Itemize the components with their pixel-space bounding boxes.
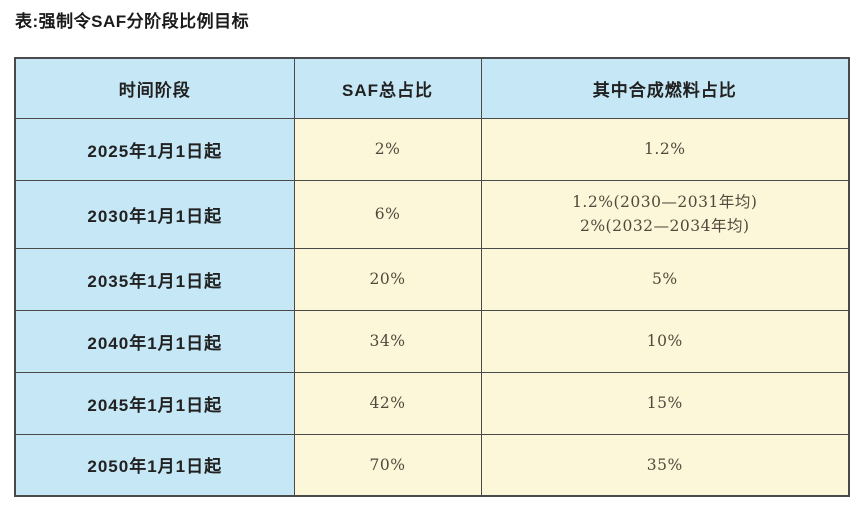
period-cell: 2045年1月1日起: [14, 371, 295, 435]
table-row: 2040年1月1日起 34% 10%: [14, 309, 850, 373]
header-row: 时间阶段 SAF总占比 其中合成燃料占比: [14, 57, 850, 119]
synthetic-value-line: 5%: [651, 269, 678, 288]
synthetic-cell: 1.2%: [480, 117, 850, 181]
table-row: 2025年1月1日起 2% 1.2%: [14, 117, 850, 181]
synthetic-value-line: 2%(2032—2034年均): [579, 217, 750, 235]
synthetic-value-line: 15%: [646, 393, 683, 412]
table-row: 2050年1月1日起 70% 35%: [14, 433, 850, 497]
synthetic-cell: 10%: [480, 309, 850, 373]
synthetic-cell: 35%: [480, 433, 850, 497]
synthetic-cell: 15%: [480, 371, 850, 435]
period-cell: 2025年1月1日起: [14, 117, 295, 181]
period-cell: 2040年1月1日起: [14, 309, 295, 373]
synthetic-value-line: 1.2%: [644, 139, 686, 158]
synthetic-value-line: 35%: [646, 455, 683, 474]
page-title: 表:强制令SAF分阶段比例目标: [15, 12, 250, 31]
saf-total-cell: 20%: [293, 247, 482, 311]
period-cell: 2030年1月1日起: [14, 179, 295, 249]
synthetic-cell: 1.2%(2030—2031年均) 2%(2032—2034年均): [480, 179, 850, 249]
saf-total-cell: 70%: [293, 433, 482, 497]
synthetic-value-line: 10%: [646, 331, 683, 350]
table-row: 2035年1月1日起 20% 5%: [14, 247, 850, 311]
saf-total-cell: 2%: [293, 117, 482, 181]
col-header-period: 时间阶段: [14, 57, 295, 119]
period-cell: 2035年1月1日起: [14, 247, 295, 311]
saf-total-cell: 42%: [293, 371, 482, 435]
period-cell: 2050年1月1日起: [14, 433, 295, 497]
synthetic-value-line: 1.2%(2030—2031年均): [572, 192, 758, 211]
table-row: 2030年1月1日起 6% 1.2%(2030—2031年均) 2%(2032—…: [14, 179, 850, 249]
saf-total-cell: 6%: [293, 179, 482, 249]
table-row: 2045年1月1日起 42% 15%: [14, 371, 850, 435]
saf-targets-table: 时间阶段 SAF总占比 其中合成燃料占比 2025年1月1日起 2% 1.2% …: [14, 57, 850, 497]
saf-total-cell: 34%: [293, 309, 482, 373]
col-header-saf-total: SAF总占比: [293, 57, 482, 119]
col-header-synthetic: 其中合成燃料占比: [480, 57, 850, 119]
synthetic-cell: 5%: [480, 247, 850, 311]
